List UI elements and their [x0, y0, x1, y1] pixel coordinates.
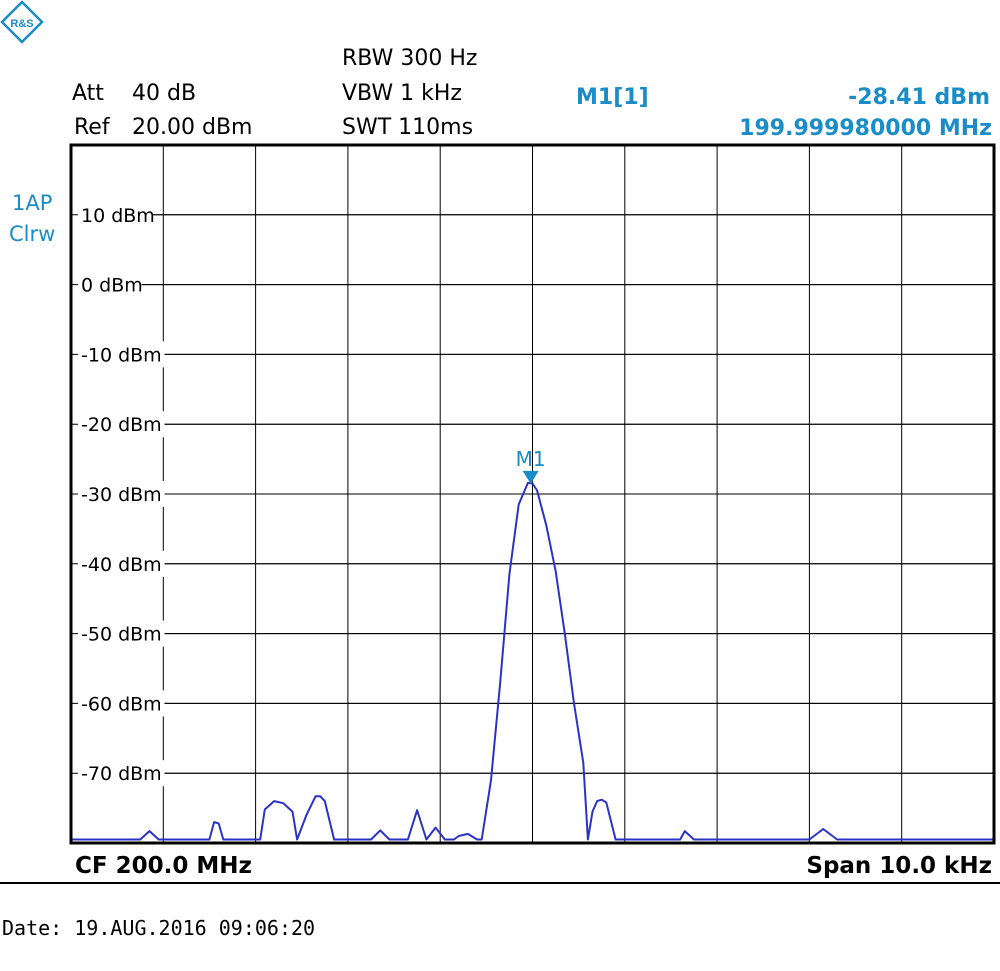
center-frequency: CF 200.0 MHz [75, 853, 252, 879]
y-tick-label: -10 dBm [81, 344, 162, 366]
y-tick-label-bg [78, 201, 153, 228]
y-tick-label: -60 dBm [81, 693, 162, 715]
att-value: 40 dB [132, 81, 197, 106]
y-tick-label-bg [78, 341, 165, 368]
marker-label: M1[1] [576, 85, 649, 110]
span: Span 10.0 kHz [806, 853, 992, 879]
rbw-setting: RBW 300 Hz [342, 46, 478, 71]
trace-mode-line1: 1AP [12, 191, 53, 215]
plot-frame [69, 143, 996, 845]
spectrum-trace [71, 481, 994, 841]
y-tick-label-bg [78, 760, 165, 787]
y-tick-label: -50 dBm [81, 624, 162, 646]
marker-frequency: 199.999980000 MHz [739, 116, 992, 141]
ref-value: 20.00 dBm [132, 115, 253, 140]
y-tick-label-bg [78, 620, 165, 647]
rohde-schwarz-logo-icon: R&S [0, 0, 44, 44]
ref-label: Ref [74, 115, 110, 140]
svg-text:R&S: R&S [10, 18, 33, 30]
y-tick-label: 10 dBm [81, 205, 155, 227]
y-tick-label: -20 dBm [81, 414, 162, 436]
y-tick-label: -40 dBm [81, 554, 162, 576]
att-label: Att [72, 81, 104, 106]
y-tick-label-bg [78, 481, 165, 507]
trace-mode-line2: Clrw [9, 222, 56, 246]
marker-level: -28.41 dBm [848, 85, 990, 110]
y-tick-label: -70 dBm [81, 763, 162, 785]
marker-m1-label: M1 [516, 447, 546, 471]
y-tick-label: 0 dBm [81, 275, 143, 297]
vbw-setting: VBW 1 kHz [342, 81, 462, 106]
y-tick-label: -30 dBm [81, 484, 162, 506]
y-tick-label-bg [78, 550, 165, 577]
y-tick-label-bg [78, 411, 165, 438]
marker-m1-triangle [522, 470, 539, 484]
date-stamp: Date: 19.AUG.2016 09:06:20 [2, 916, 316, 940]
y-tick-label-bg [78, 690, 165, 717]
y-tick-label-bg [78, 271, 142, 298]
swt-setting: SWT 110ms [342, 115, 474, 140]
